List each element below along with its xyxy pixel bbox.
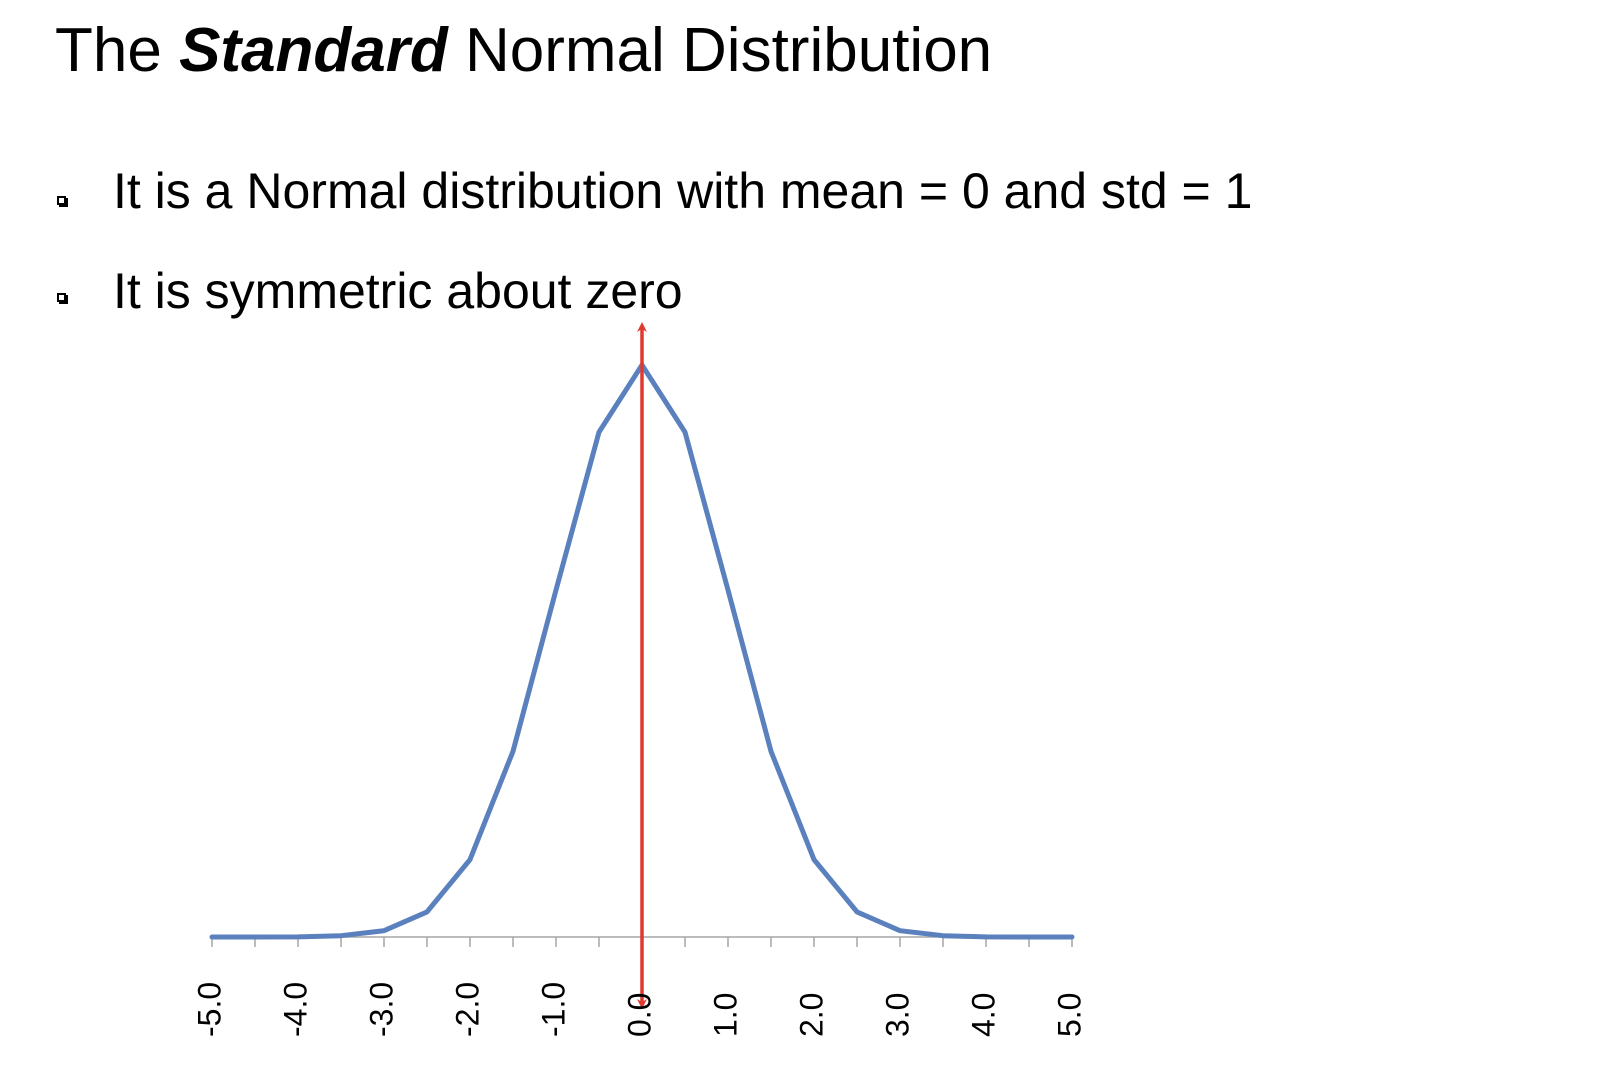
bullet-text: It is a Normal distribution with mean = … <box>113 163 1253 219</box>
x-tick-label: 3.0 <box>879 993 915 1037</box>
data-point <box>727 589 729 591</box>
data-point <box>899 930 901 932</box>
data-point <box>813 859 815 861</box>
data-point <box>856 911 858 913</box>
title-prefix: The <box>55 16 180 85</box>
data-point <box>340 935 342 937</box>
data-point <box>469 859 471 861</box>
x-tick-label: -3.0 <box>363 982 399 1037</box>
title-emphasis: Standard <box>179 16 448 85</box>
square-bullet-icon <box>57 196 66 205</box>
data-point <box>383 930 385 932</box>
x-tick-label: 0.0 <box>621 993 657 1037</box>
x-tick-label: -5.0 <box>191 982 227 1037</box>
data-point <box>1071 936 1073 938</box>
x-tick-label: 5.0 <box>1051 993 1087 1037</box>
x-tick-label: -4.0 <box>277 982 313 1037</box>
data-point <box>770 750 772 752</box>
data-point <box>254 936 256 938</box>
x-tick-label: 4.0 <box>965 993 1001 1037</box>
data-point <box>297 936 299 938</box>
x-tick-label: 1.0 <box>707 993 743 1037</box>
x-tick-labels: -5.0 -4.0 -3.0 -2.0 -1.0 0.0 1.0 2.0 3.0 4.0 5.0 <box>191 982 1087 1037</box>
data-point <box>426 911 428 913</box>
square-bullet-icon <box>57 293 66 302</box>
data-point <box>512 750 514 752</box>
data-point <box>684 431 686 433</box>
data-point <box>942 935 944 937</box>
bullet-text: It is symmetric about zero <box>113 263 683 319</box>
data-point <box>1028 936 1030 938</box>
data-point <box>598 431 600 433</box>
data-point <box>985 936 987 938</box>
data-point <box>555 589 557 591</box>
data-point <box>211 936 213 938</box>
x-tick-label: 2.0 <box>793 993 829 1037</box>
slide-title: The Standard Normal Distribution <box>55 14 992 88</box>
title-suffix: Normal Distribution <box>447 16 993 85</box>
x-tick-label: -1.0 <box>535 982 571 1037</box>
x-tick-label: -2.0 <box>449 982 485 1037</box>
